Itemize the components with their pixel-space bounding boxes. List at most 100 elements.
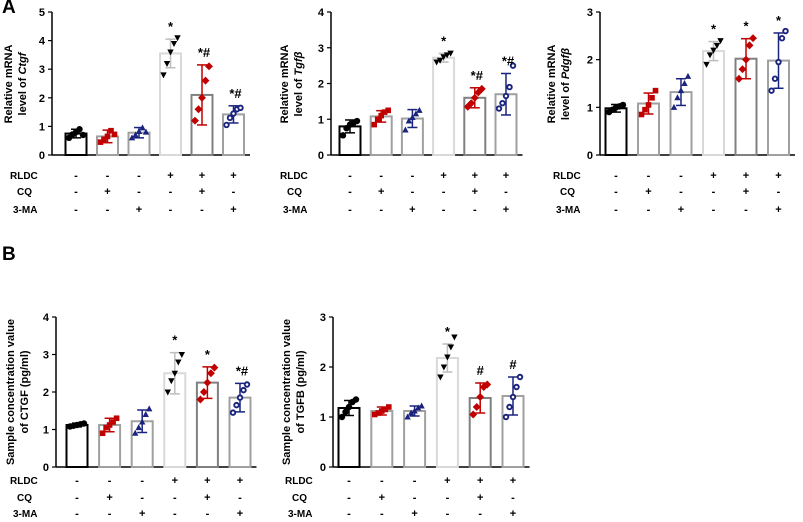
condition-symbol: - (446, 508, 450, 520)
data-point (97, 139, 104, 145)
condition-symbol: - (140, 475, 144, 487)
y-tick-label: 4 (318, 7, 325, 19)
data-point (451, 334, 458, 341)
condition-symbol: - (232, 186, 236, 198)
y-tick-label: 0 (587, 150, 593, 162)
condition-symbol: + (510, 475, 516, 487)
data-point (402, 126, 409, 133)
condition-symbol: - (413, 492, 417, 504)
data-point (382, 406, 389, 413)
y-axis-label-text: level of (293, 75, 305, 116)
data-point (436, 57, 444, 64)
y-axis-label-line: Relative mRNA (3, 45, 15, 124)
data-point (652, 87, 659, 94)
data-point (443, 52, 451, 59)
condition-symbol: - (140, 492, 144, 504)
data-point (412, 110, 420, 117)
data-point (749, 34, 757, 43)
condition-symbol: - (712, 186, 716, 198)
y-axis-label-gene: Ctgf (17, 51, 29, 74)
condition-symbol: + (510, 508, 516, 520)
condition-symbol: - (74, 170, 78, 182)
y-tick-label: 0 (43, 462, 49, 474)
data-point (440, 364, 448, 371)
condition-symbol: - (348, 186, 352, 198)
condition-symbol: + (136, 204, 142, 216)
data-point (385, 107, 391, 114)
data-point-center (504, 94, 508, 98)
data-point (132, 429, 139, 436)
significance-label: *# (198, 45, 211, 60)
data-point (111, 131, 118, 138)
panel-letter-a: A (2, 0, 16, 18)
condition-symbol: - (75, 508, 79, 520)
condition-symbol: - (347, 475, 351, 487)
chart-4: Sample concentration value of CTGF (pg/ml… (5, 312, 257, 520)
data-point (108, 127, 114, 134)
condition-symbol: + (743, 186, 749, 198)
condition-label: RLDC (10, 171, 38, 182)
y-tick-label: 1 (320, 412, 326, 424)
data-point (407, 409, 415, 416)
y-axis-label-line: Relative mRNA (279, 45, 291, 124)
data-point (619, 101, 627, 109)
data-point (205, 62, 213, 71)
data-point (194, 105, 203, 114)
data-point (353, 117, 361, 125)
data-point (142, 128, 150, 135)
data-point (79, 131, 87, 139)
condition-symbol: + (139, 508, 145, 520)
chart-1: Relative mRNA level of Ctgf 0 1 2 3 4 5 * *# *# RLD… (3, 7, 250, 216)
condition-symbol: - (108, 508, 112, 520)
condition-symbol: - (348, 170, 352, 182)
y-tick-label: 1 (587, 102, 593, 114)
condition-label: RLDC (553, 171, 581, 182)
data-point-center (511, 395, 515, 399)
condition-label: 3-MA (283, 205, 307, 216)
bar (604, 107, 628, 156)
y-tick-label: 2 (320, 362, 326, 374)
data-point-center (784, 29, 787, 33)
y-axis-label-text: level of (560, 79, 572, 120)
data-point (167, 49, 174, 56)
y-tick-label: 0 (318, 150, 324, 162)
significance-label: *# (502, 53, 515, 68)
data-point (378, 112, 384, 119)
condition-label: CQ (17, 187, 32, 198)
condition-symbol: + (472, 170, 478, 182)
data-point (171, 370, 178, 377)
data-point (132, 131, 139, 138)
condition-symbol: + (106, 492, 112, 504)
y-axis-label-line: of TGFB (pg/ml) (295, 350, 307, 433)
condition-symbol: + (379, 492, 385, 504)
y-axis-label-line: Relative mRNA (546, 45, 558, 124)
condition-symbol: - (380, 508, 384, 520)
condition-symbol: - (442, 186, 446, 198)
condition-symbol: - (647, 204, 651, 216)
condition-symbol: + (444, 475, 450, 487)
condition-symbol: - (74, 186, 78, 198)
data-point (372, 411, 378, 418)
data-point (381, 109, 388, 115)
data-point (717, 38, 724, 45)
data-point (674, 94, 681, 101)
data-point (339, 132, 347, 139)
condition-symbol: + (472, 186, 478, 198)
condition-symbol: - (137, 170, 141, 182)
y-axis-label-line: level of Ctgf (17, 51, 29, 115)
y-axis-label: Sample concentration value of CTGF (pg/ml… (5, 319, 31, 465)
condition-symbol: - (74, 204, 78, 216)
data-point (342, 408, 349, 416)
data-point (379, 408, 385, 414)
condition-symbol: - (137, 186, 141, 198)
data-point-center (235, 403, 238, 407)
data-point (414, 404, 422, 411)
data-point (374, 116, 381, 123)
condition-symbol: - (347, 492, 351, 504)
y-axis-label: Sample concentration value of TGFB (pg/ml… (281, 319, 307, 465)
condition-label: CQ (17, 493, 32, 504)
data-point (409, 113, 416, 120)
data-point-center (508, 405, 511, 409)
condition-label: 3-MA (288, 509, 312, 520)
condition-symbol: + (477, 475, 483, 487)
